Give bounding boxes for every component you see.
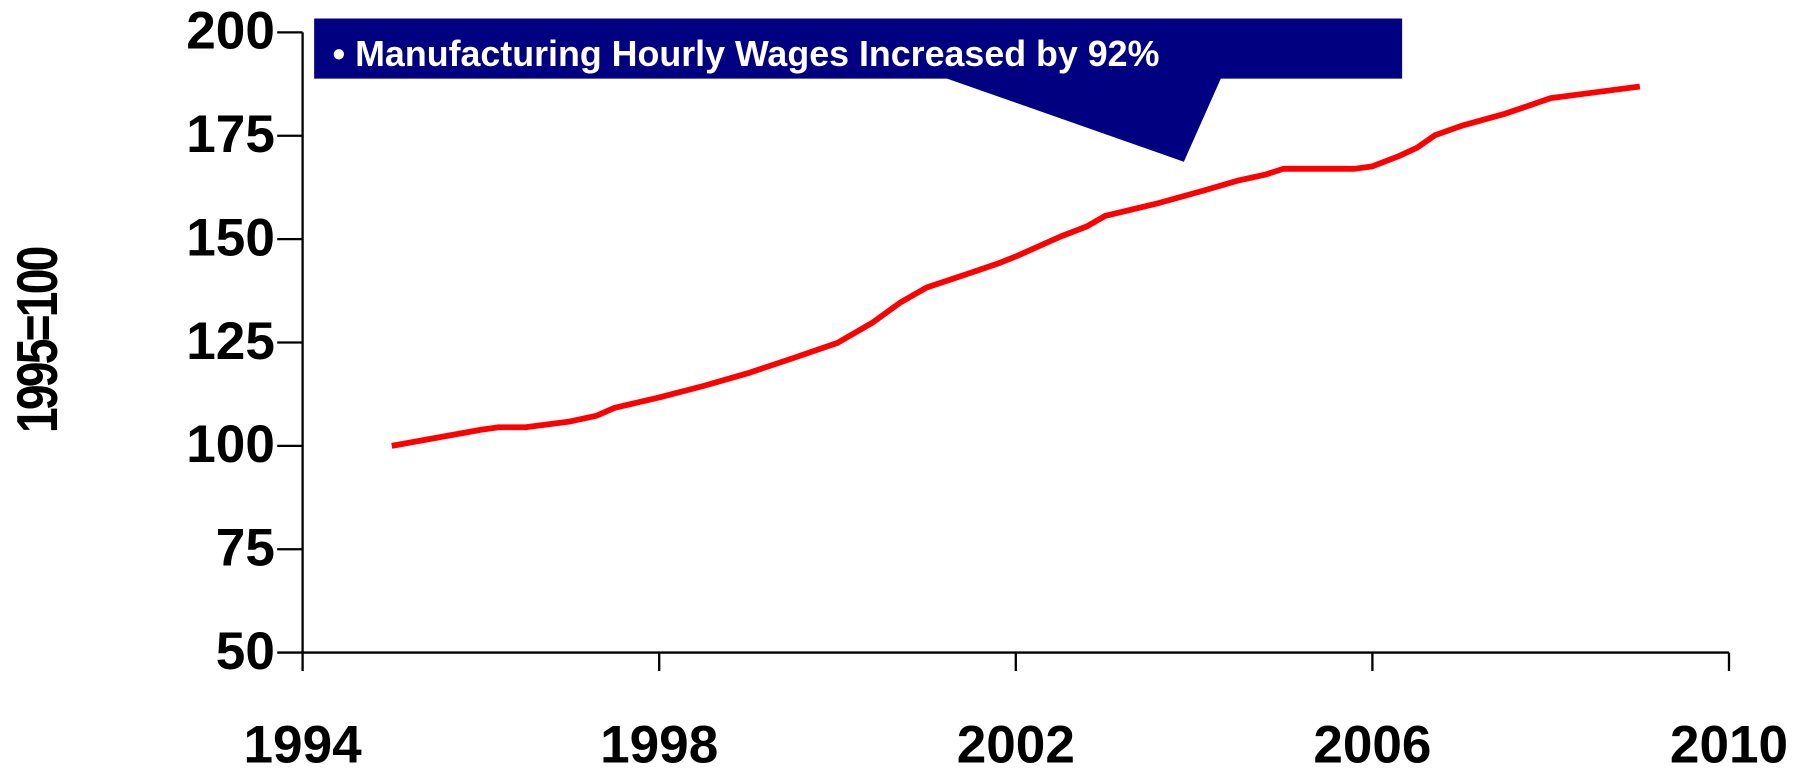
y-tick-label: 75 [216, 519, 275, 578]
y-tick-label: 200 [186, 2, 275, 61]
y-tick-label: 50 [216, 622, 275, 681]
x-tick-label: 2006 [1313, 715, 1431, 771]
x-tick-label: 1994 [244, 715, 363, 771]
annotation-box [314, 18, 1403, 162]
y-tick-label: 125 [186, 312, 275, 371]
y-tick-label: 175 [186, 105, 275, 164]
line-series [391, 83, 1641, 449]
y-tick-label: 100 [186, 415, 275, 474]
x-tick-label: 1998 [600, 715, 718, 771]
annotation-text: • Manufacturing Hourly Wages Increased b… [333, 34, 1160, 74]
x-tick-label: 2002 [957, 715, 1075, 771]
x-tick-label: 2010 [1670, 715, 1788, 771]
y-tick-label: 150 [186, 208, 275, 267]
y-axis-label: 1995=100 [6, 248, 70, 434]
